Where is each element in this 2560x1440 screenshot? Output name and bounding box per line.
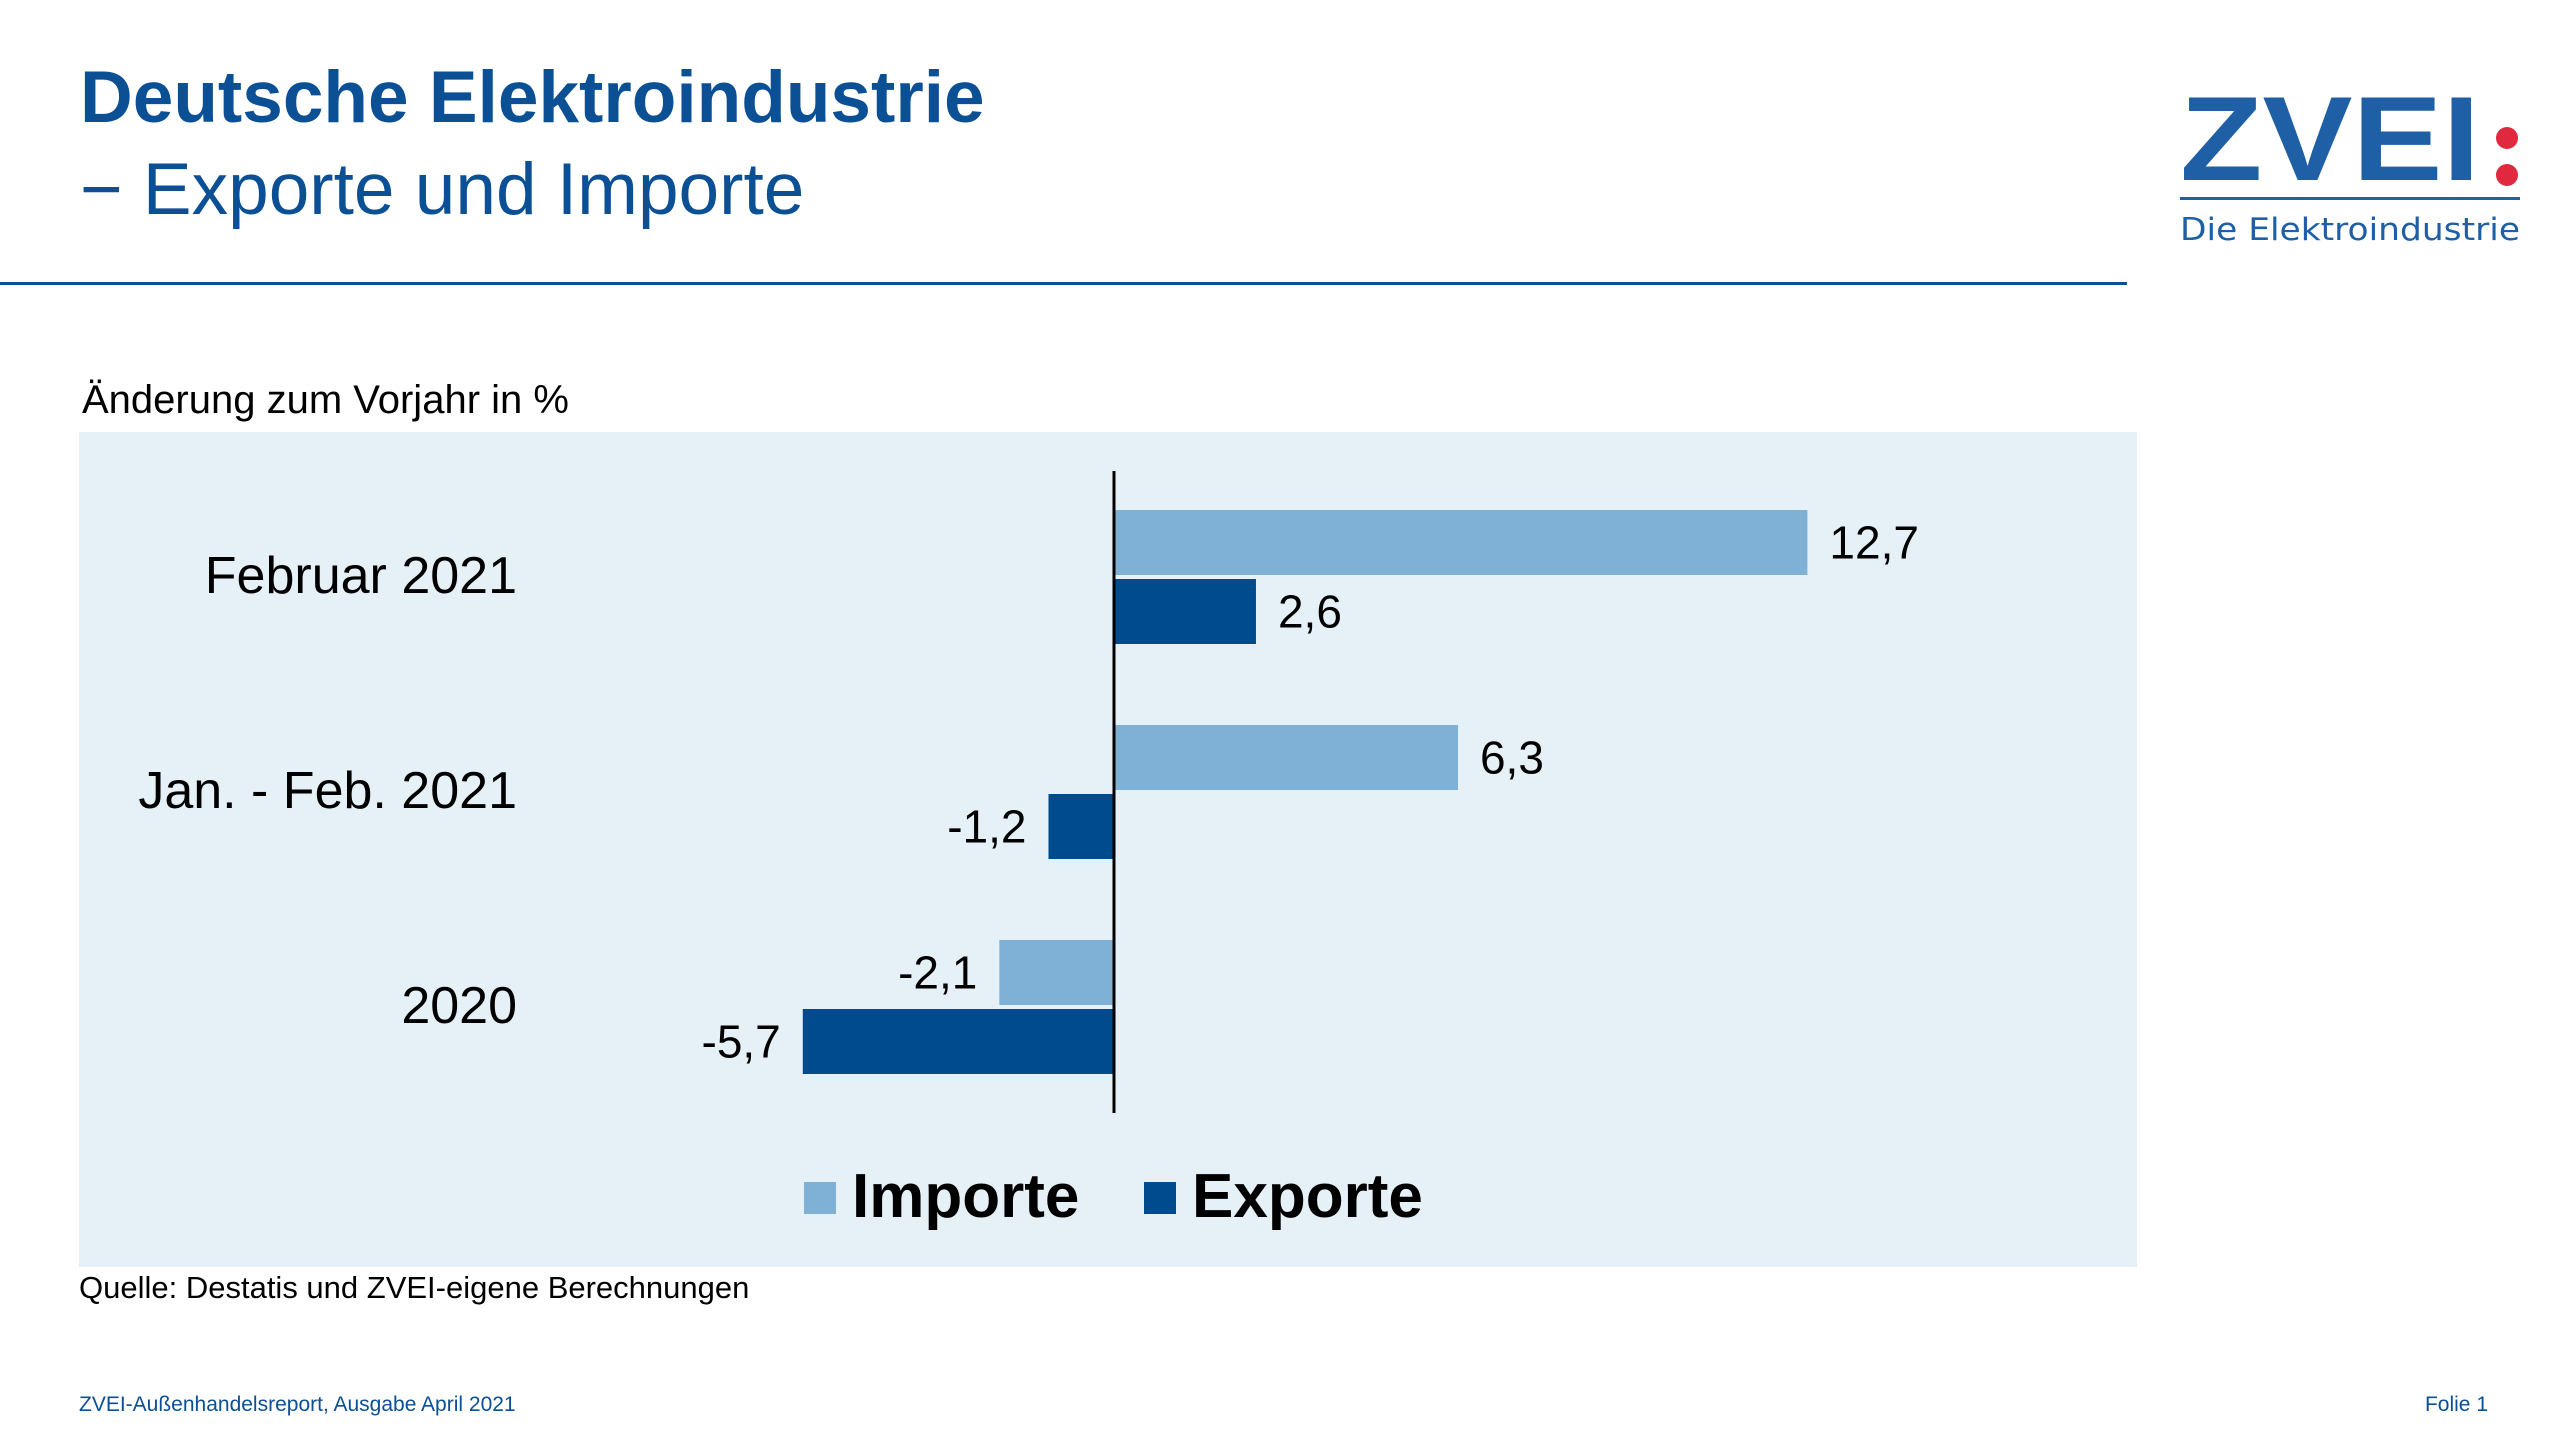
header-divider [0, 282, 2127, 285]
title-main: Deutsche Elektroindustrie [80, 57, 985, 138]
svg-text:ZVEI: ZVEI [2180, 85, 2480, 206]
svg-text:Die Elektroindustrie: Die Elektroindustrie [2180, 212, 2520, 248]
legend-swatch-importe [804, 1182, 836, 1214]
category-label: Jan. - Feb. 2021 [138, 762, 517, 820]
source-note: Quelle: Destatis und ZVEI-eigene Berechn… [79, 1270, 750, 1305]
chart-unit-label: Änderung zum Vorjahr in % [82, 378, 569, 422]
bar-exporte [802, 1009, 1114, 1074]
legend-label-importe: Importe [852, 1162, 1079, 1231]
data-label: -2,1 [898, 947, 977, 999]
slide-number: Folie 1 [2424, 1393, 2488, 1416]
data-label: -5,7 [702, 1016, 781, 1068]
title-sub: − Exporte und Importe [80, 149, 805, 230]
bar-exporte [1048, 794, 1114, 859]
data-label: 2,6 [1278, 586, 1342, 638]
page-title: Deutsche Elektroindustrie − Exporte und … [80, 52, 985, 236]
footer-text: ZVEI-Außenhandelsreport, Ausgabe April 2… [79, 1393, 516, 1416]
category-label: 2020 [401, 977, 517, 1035]
legend-swatch-exporte [1144, 1182, 1176, 1214]
zvei-logo: ZVEI Die Elektroindustrie [2180, 85, 2520, 248]
bar-exporte [1114, 579, 1256, 644]
bar-importe [1114, 725, 1458, 790]
data-label: -1,2 [947, 801, 1026, 853]
bar-importe [1114, 510, 1808, 575]
category-label: Februar 2021 [205, 547, 517, 605]
data-label: 6,3 [1480, 732, 1544, 784]
bar-importe [999, 940, 1114, 1005]
legend-label-exporte: Exporte [1192, 1162, 1423, 1231]
data-label: 12,7 [1829, 517, 1919, 569]
